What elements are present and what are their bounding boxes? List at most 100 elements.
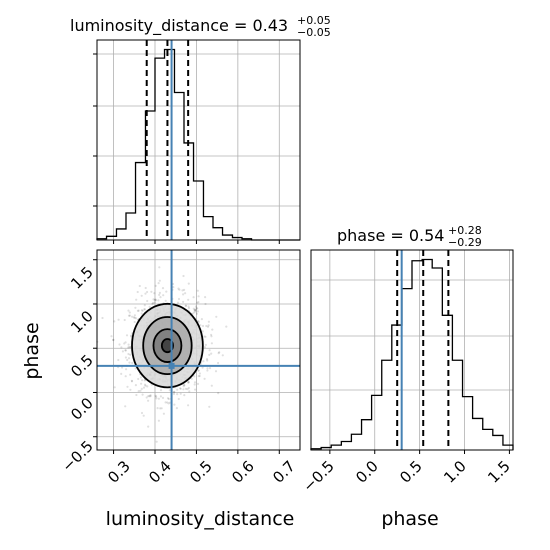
scatter-point [129,373,132,376]
scatter-point [113,320,116,323]
scatter-point [158,266,161,269]
scatter-point [206,367,209,370]
scatter-point [194,309,197,312]
scatter-point [118,343,121,346]
contour-line [160,338,174,354]
scatter-point [221,354,224,357]
grid-layer [97,40,513,450]
x-ticklabel-distance: 0.4 [145,457,175,487]
scatter-point [159,395,162,398]
scatter-point [203,335,206,338]
scatter-point [142,386,146,389]
scatter-point [202,360,205,363]
scatter-point [141,393,144,396]
scatter-point [130,379,133,382]
scatter-point [187,307,191,310]
scatter-point [182,300,185,303]
scatter-point [158,293,161,296]
x-ticklabels-phase: −0.5 0.0 0.5 1.0 1.5 [299,457,513,495]
scatter-point [129,388,132,391]
scatter-point [193,381,197,384]
scatter-point [124,349,127,352]
scatter-point [127,346,130,349]
scatter-point [196,301,199,304]
scatter-point [187,381,190,384]
scatter-point [181,289,184,292]
scatter-point [211,328,214,331]
scatter-point [141,379,144,382]
scatter-point [128,361,131,364]
scatter-point [204,343,207,346]
scatter-point [183,288,186,291]
scatter-point [141,309,144,312]
scatter-point [139,389,142,392]
scatter-point [134,367,137,370]
scatter-point [177,297,181,301]
frames-layer [93,39,514,454]
scatter-point [184,387,187,390]
scatter-point [210,352,213,355]
scatter-point [157,397,160,400]
scatter-point [133,314,136,317]
scatter-point [176,393,179,396]
scatter-point [206,369,209,372]
scatter-point [140,294,143,297]
scatter-point [178,288,181,291]
scatter-point [127,314,131,317]
histogram-distance [96,48,300,241]
scatter-point [133,320,136,324]
scatter-point [143,308,146,311]
scatter-point [125,368,128,371]
scatter-point [137,377,140,381]
scatter-point [133,316,136,319]
scatter-point [154,298,157,301]
x-axis-label-distance: luminosity_distance [106,508,295,530]
scatter-point [130,335,133,338]
scatter-point [195,312,198,315]
scatter-point [192,311,195,314]
scatter-point [194,388,197,391]
scatter-point [187,298,190,301]
scatter-point [172,391,176,394]
scatter-point [127,309,130,312]
scatter-point [137,309,140,312]
scatter-point [196,382,200,385]
x-ticklabel-distance: 0.7 [269,457,299,487]
scatter-point [193,375,196,378]
scatter-point [146,290,149,294]
scatter-point [142,414,145,417]
title-luminosity-distance: luminosity_distance = 0.43 [70,16,288,36]
scatter-point [113,386,116,389]
scatter-point [197,375,200,378]
title-phase-main: phase = 0.54 [337,226,444,245]
scatter-point [140,411,144,415]
scatter-point [225,325,228,328]
scatter-point [137,390,140,393]
y-ticklabels-phase: −0.5 0.0 0.5 1.0 1.5 [58,263,96,475]
scatter-point [197,320,200,323]
scatter-point [190,377,193,380]
title-phase-plus: +0.28 [448,224,482,237]
scatter-point [161,396,165,399]
scatter-point [159,389,163,392]
scatter-point [157,282,160,285]
scatter-point [173,390,176,393]
scatter-point [173,403,176,406]
scatter-point [196,307,199,310]
scatter-point [203,346,206,349]
scatter-point [187,386,190,390]
scatter-point [125,334,129,337]
title-luminosity-distance-plus: +0.05 [297,14,331,27]
scatter-point [147,425,150,428]
x-ticklabel-phase: 1.0 [440,457,470,487]
scatter-point [198,372,201,375]
scatter-point [193,308,196,311]
x-ticklabel-distance: 0.5 [186,457,216,487]
scatter-point [123,318,126,322]
scatter-point [183,394,186,397]
scatter-point [208,367,212,370]
scatter-point [164,401,167,404]
scatter-point [144,384,147,387]
scatter-point [128,314,131,317]
scatter-point [123,342,126,345]
